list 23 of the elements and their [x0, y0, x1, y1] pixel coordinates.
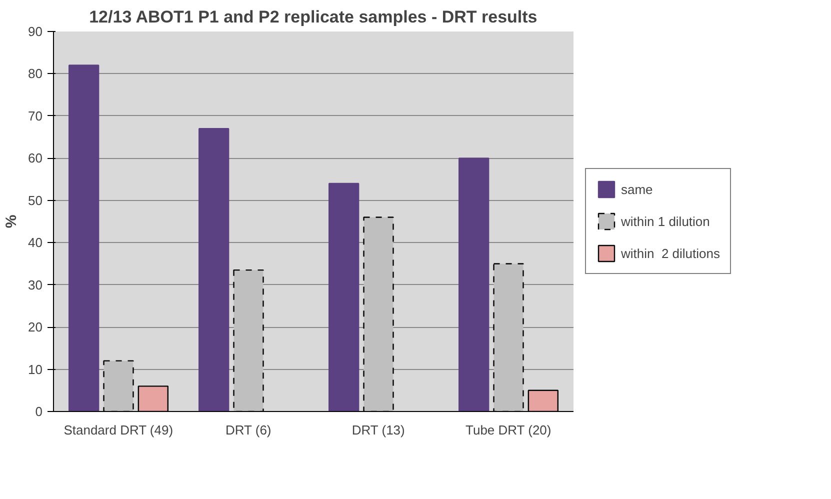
bar [458, 158, 490, 412]
x-tick-label: DRT (13) [352, 422, 405, 438]
x-tick-label: Standard DRT (49) [64, 422, 174, 438]
y-tick-label: 80 [28, 66, 43, 82]
y-axis-title: % [3, 214, 20, 228]
x-tick-label: Tube DRT (20) [466, 422, 552, 438]
x-tick-label: DRT (6) [226, 422, 272, 438]
legend-label: same [621, 182, 653, 196]
y-tick-label: 60 [28, 150, 43, 166]
legend-label: within 1 dilution [621, 214, 710, 228]
y-tick-label: 10 [28, 362, 43, 377]
y-tick-label: 90 [28, 24, 43, 39]
y-tick-label: 70 [28, 108, 43, 124]
bar [198, 128, 230, 412]
y-tick-label: 20 [28, 320, 43, 335]
y-tick-label: 30 [28, 277, 43, 292]
y-tick-label: 50 [28, 192, 43, 208]
y-tick-label: 40 [28, 235, 43, 250]
bar [328, 182, 360, 412]
y-tick-label: 0 [35, 404, 43, 419]
chart-title: 12/13 ABOT1 P1 and P2 replicate samples - DRT results [89, 8, 538, 26]
legend-label: within 2 dilutions [621, 246, 720, 260]
bar [68, 64, 100, 412]
